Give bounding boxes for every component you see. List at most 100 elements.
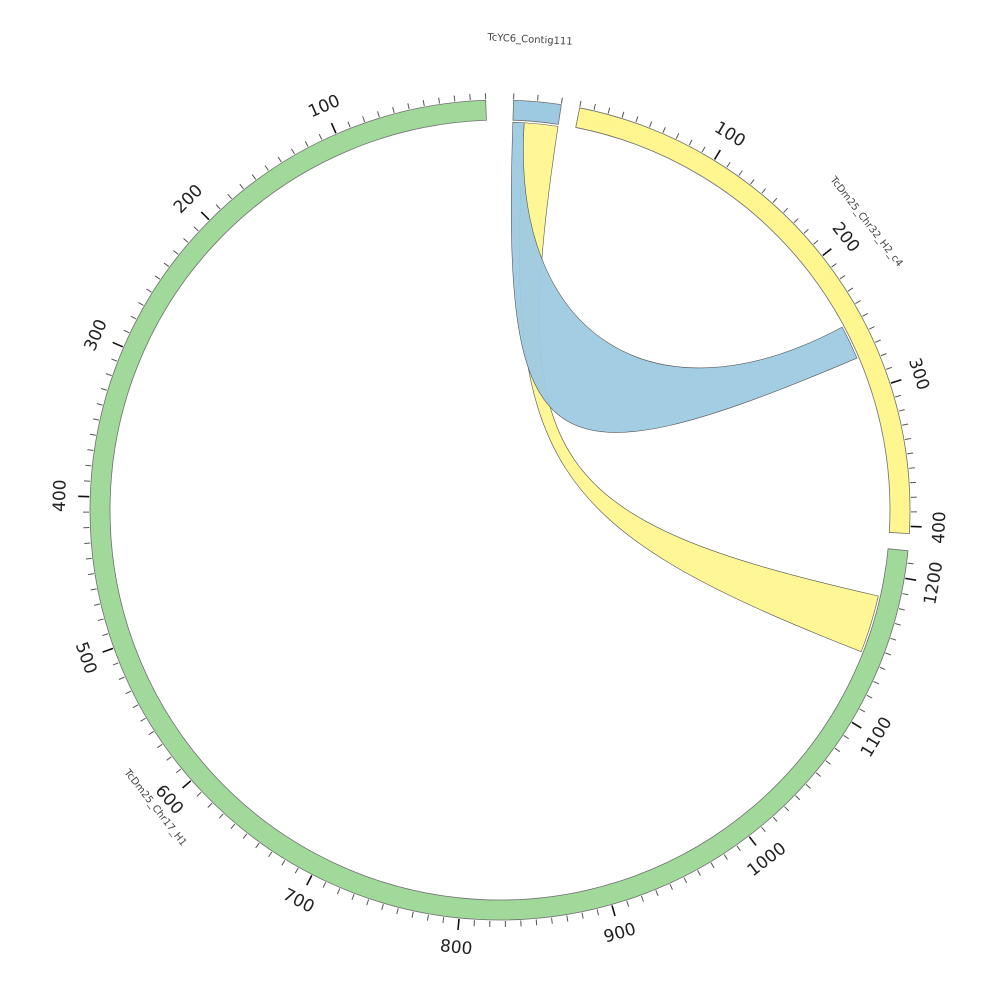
minor-tick — [377, 111, 380, 118]
minor-tick — [885, 652, 892, 656]
minor-tick — [85, 464, 92, 467]
minor-tick — [750, 179, 755, 185]
minor-tick — [97, 618, 104, 622]
minor-tick — [411, 911, 414, 918]
minor-tick — [163, 262, 170, 267]
minor-tick — [688, 139, 693, 146]
minor-tick — [862, 313, 869, 317]
minor-tick — [834, 747, 841, 753]
minor-tick — [726, 161, 731, 168]
minor-tick — [560, 97, 563, 104]
minor-tick — [87, 449, 94, 452]
segment-chr17 — [89, 99, 909, 921]
minor-tick — [908, 467, 915, 469]
minor-tick — [626, 900, 630, 907]
minor-tick — [815, 772, 822, 777]
tick-label: 100 — [711, 118, 749, 152]
minor-tick — [566, 915, 569, 922]
minor-tick — [132, 704, 139, 709]
tick-label: 300 — [904, 356, 933, 393]
minor-tick — [537, 94, 539, 101]
major-tick — [905, 577, 917, 581]
major-tick — [102, 647, 114, 653]
minor-tick — [207, 802, 213, 808]
minor-tick — [710, 862, 715, 869]
minor-tick — [738, 170, 743, 176]
minor-tick — [264, 165, 269, 171]
minor-tick — [392, 106, 395, 113]
minor-tick — [347, 121, 351, 128]
major-tick — [851, 721, 862, 729]
segment-contig — [512, 99, 562, 125]
major-tick — [457, 918, 460, 930]
minor-tick — [92, 418, 100, 421]
tick-label: 500 — [71, 640, 101, 677]
minor-tick — [772, 816, 778, 822]
minor-tick — [93, 603, 101, 606]
tick-label: 400 — [50, 479, 71, 512]
ticks-layer: 1002003004005006007008009001000110012001… — [50, 91, 951, 959]
tick-label: 1100 — [857, 714, 896, 761]
minor-tick — [701, 146, 706, 153]
minor-tick — [242, 833, 248, 839]
minor-tick — [813, 239, 819, 245]
minor-tick — [304, 141, 309, 147]
minor-tick — [157, 743, 163, 749]
minor-tick — [130, 315, 137, 320]
minor-tick — [803, 228, 809, 234]
minor-tick — [895, 394, 902, 398]
minor-tick — [146, 288, 152, 293]
minor-tick — [898, 409, 905, 412]
minor-tick — [453, 95, 456, 102]
minor-tick — [843, 735, 849, 740]
minor-tick — [898, 608, 905, 611]
minor-tick — [535, 919, 538, 926]
minor-tick — [362, 116, 366, 123]
segment-label-contig: TcYC6_Contig111 — [486, 32, 573, 48]
minor-tick — [118, 676, 125, 680]
major-tick — [182, 780, 192, 789]
minor-tick — [268, 851, 273, 858]
minor-tick — [805, 783, 811, 789]
major-tick — [822, 248, 832, 257]
minor-tick — [783, 207, 789, 213]
minor-tick — [175, 768, 182, 774]
minor-tick — [855, 300, 861, 305]
minor-tick — [736, 845, 741, 852]
minor-tick — [579, 100, 582, 107]
minor-tick — [105, 373, 112, 377]
minor-tick — [847, 287, 854, 292]
minor-tick — [593, 103, 596, 111]
minor-tick — [251, 174, 257, 180]
minor-tick — [902, 593, 909, 596]
minor-tick — [396, 908, 399, 915]
minor-tick — [218, 813, 224, 819]
tick-label: 100 — [305, 91, 343, 122]
minor-tick — [886, 366, 892, 370]
minor-tick — [426, 914, 429, 921]
minor-tick — [336, 888, 341, 895]
minor-tick — [442, 917, 445, 924]
minor-tick — [422, 100, 425, 107]
minor-tick — [873, 680, 880, 685]
major-tick — [200, 211, 210, 221]
minor-tick — [112, 662, 119, 666]
tick-label: 800 — [439, 936, 473, 959]
minor-tick — [125, 690, 132, 695]
minor-tick — [173, 250, 179, 255]
minor-tick — [138, 301, 144, 306]
minor-tick — [166, 756, 172, 761]
minor-tick — [277, 156, 282, 163]
tick-label: 900 — [602, 919, 639, 947]
minor-tick — [683, 877, 688, 884]
major-tick — [611, 905, 616, 917]
minor-tick — [318, 134, 323, 140]
minor-tick — [635, 116, 639, 123]
minor-tick — [607, 107, 611, 114]
minor-tick — [111, 358, 118, 362]
minor-tick — [96, 403, 103, 406]
minor-tick — [795, 795, 801, 801]
minor-tick — [890, 637, 897, 641]
link-ribbon-2 — [511, 121, 858, 433]
